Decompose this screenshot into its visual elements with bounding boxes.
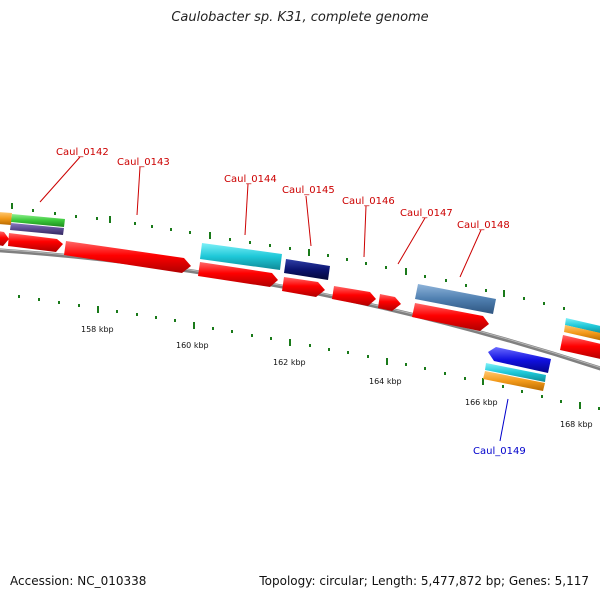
gene-label-caul-0143[interactable]: Caul_0143: [117, 157, 170, 168]
genome-summary-text: Topology: circular; Length: 5,477,872 bp…: [259, 574, 589, 588]
feature-blue-0149[interactable]: [488, 347, 551, 373]
kbp-label-162: 162 kbp: [273, 358, 306, 367]
kbp-label-158: 158 kbp: [81, 325, 114, 334]
feature-steelblue-0148[interactable]: [415, 284, 496, 314]
feature-cyan-0144[interactable]: [200, 243, 282, 270]
cds-arrow-0146[interactable]: [332, 286, 376, 306]
label-leader-lines: [39, 156, 509, 442]
kbp-label-160: 160 kbp: [176, 341, 209, 350]
feature-orange-right[interactable]: [564, 325, 600, 341]
gene-label-caul-0142[interactable]: Caul_0142: [56, 147, 109, 158]
feature-orange-left[interactable]: [0, 212, 12, 225]
cds-arrow-0142[interactable]: [8, 233, 63, 252]
feature-purple-left[interactable]: [10, 223, 64, 235]
gene-label-caul-0147[interactable]: Caul_0147: [400, 208, 453, 219]
accession-text: Accession: NC_010338: [10, 574, 147, 588]
gene-label-caul-0144[interactable]: Caul_0144: [224, 174, 277, 185]
cds-arrow-0143[interactable]: [64, 241, 191, 273]
inner-tick-ring: [18, 295, 600, 410]
outer-tick-ring: [11, 203, 565, 310]
kbp-label-164: 164 kbp: [369, 377, 402, 386]
feature-navy-0145[interactable]: [284, 259, 330, 280]
feature-orange-0149[interactable]: [483, 371, 545, 391]
gene-label-caul-0148[interactable]: Caul_0148: [457, 220, 510, 231]
feature-green-left[interactable]: [11, 214, 65, 227]
kbp-label-166: 166 kbp: [465, 398, 498, 407]
cds-arrow-0144[interactable]: [198, 262, 278, 287]
cds-arrow-0147[interactable]: [378, 294, 401, 311]
gene-label-caul-0149[interactable]: Caul_0149: [473, 446, 526, 457]
cds-arrow-0148[interactable]: [412, 303, 489, 331]
gene-label-caul-0146[interactable]: Caul_0146: [342, 196, 395, 207]
cds-arrow-0145[interactable]: [282, 277, 325, 297]
gene-label-caul-0145[interactable]: Caul_0145: [282, 185, 335, 196]
feature-cyan-right[interactable]: [565, 318, 600, 334]
cds-arrow-right-edge[interactable]: [560, 335, 600, 360]
map-title: Caulobacter sp. K31, complete genome: [171, 10, 429, 25]
cds-arrow-left-edge[interactable]: [0, 231, 9, 246]
feature-cyan-0149[interactable]: [485, 363, 546, 382]
kbp-label-168: 168 kbp: [560, 420, 593, 429]
